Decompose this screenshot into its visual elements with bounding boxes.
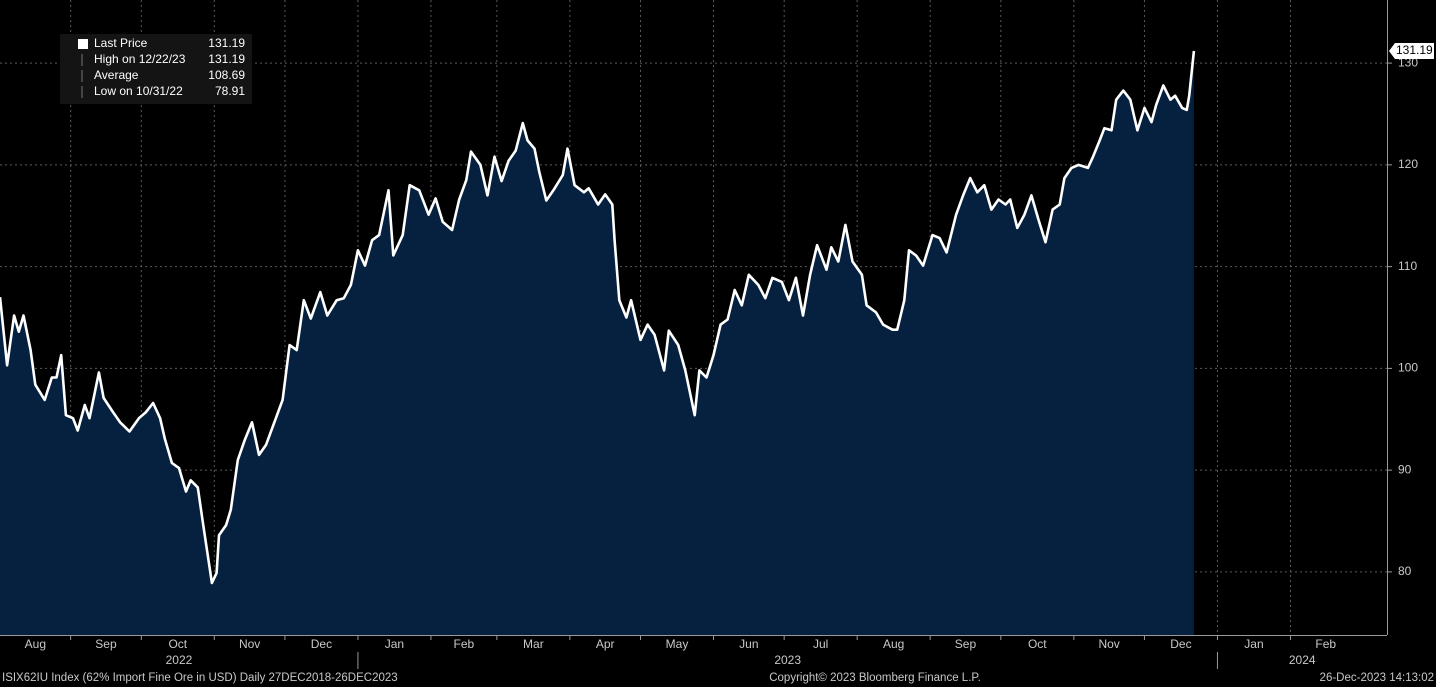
x-tick-label: Oct [1028,637,1047,651]
legend-label: Last Price [94,36,148,50]
plot-area [0,0,1387,635]
x-tick-label: Apr [596,637,615,651]
x-tick-label: Nov [1098,637,1119,651]
y-tick-label: 80 [1398,564,1412,578]
legend-value: 108.69 [208,68,245,82]
y-tick-label: 90 [1398,462,1412,476]
legend-label: Low on 10/31/22 [94,84,183,98]
x-tick-label: Feb [1315,637,1336,651]
line [0,50,1196,585]
x-tick-label: Sep [955,637,977,651]
x-tick-label: Jan [385,637,404,651]
legend-box [60,34,252,104]
x-tick-label: Mar [523,637,544,651]
year-label: 2023 [774,653,801,667]
legend-value: 131.19 [208,36,245,50]
legend-value: 78.91 [215,84,245,98]
legend-swatch [78,39,88,49]
x-tick-label: Aug [883,637,904,651]
x-tick-label: Aug [25,637,46,651]
x-tick-label: Nov [239,637,260,651]
last-value-tag [1389,42,1434,59]
area [0,51,1194,635]
footer-right: 26-Dec-2023 14:13:02 [1320,672,1434,684]
x-tick-label: Sep [95,637,117,651]
y-tick-label: 100 [1398,361,1418,375]
footer-center: Copyright© 2023 Bloomberg Finance L.P. [769,672,981,684]
last-value-label: 131.19 [1396,43,1433,57]
x-tick-label: May [666,637,689,651]
legend-label: Average [94,68,139,82]
x-tick-label: Dec [311,637,332,651]
legend-label: High on 12/22/23 [94,52,186,66]
y-tick-label: 120 [1398,157,1418,171]
x-tick-label: Jan [1244,637,1263,651]
year-label: 2024 [1289,653,1316,667]
year-label: 2022 [166,653,193,667]
x-tick-label: Jul [813,637,828,651]
x-tick-label: Dec [1170,637,1191,651]
x-tick-label: Jun [739,637,758,651]
legend-value: 131.19 [208,52,245,66]
x-tick-label: Oct [168,637,187,651]
footer-left: ISIX62IU Index (62% Import Fine Ore in U… [2,672,398,684]
x-tick-label: Feb [454,637,475,651]
y-tick-label: 110 [1398,259,1417,273]
